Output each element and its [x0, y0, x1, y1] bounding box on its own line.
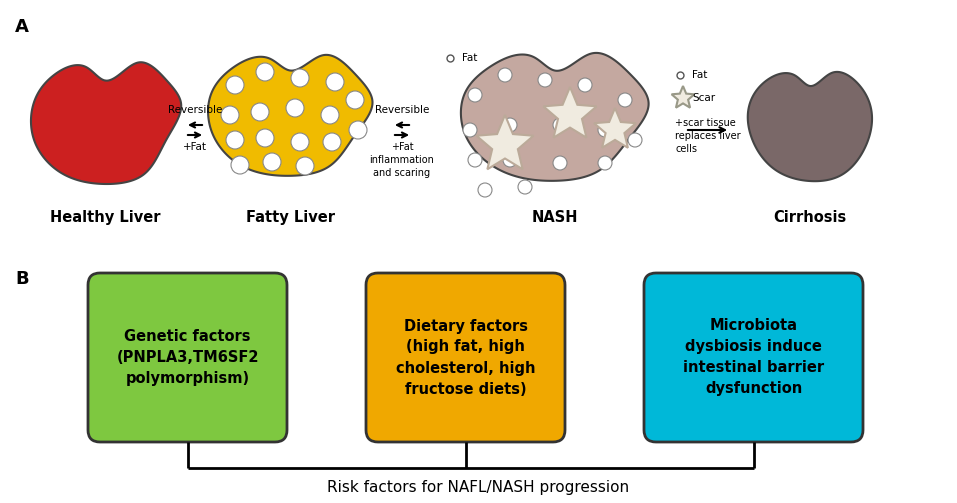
Circle shape	[286, 99, 304, 117]
Text: Healthy Liver: Healthy Liver	[50, 210, 160, 225]
Circle shape	[553, 156, 567, 170]
Circle shape	[346, 91, 364, 109]
Circle shape	[256, 63, 274, 81]
Polygon shape	[594, 108, 635, 148]
Circle shape	[221, 106, 239, 124]
Circle shape	[503, 153, 517, 167]
Circle shape	[518, 180, 532, 194]
Text: Fat: Fat	[462, 53, 478, 63]
Polygon shape	[672, 86, 695, 108]
Text: Fatty Liver: Fatty Liver	[246, 210, 335, 225]
Circle shape	[598, 123, 612, 137]
Circle shape	[578, 78, 592, 92]
Circle shape	[538, 73, 552, 87]
Circle shape	[468, 88, 482, 102]
Text: A: A	[15, 18, 29, 36]
Circle shape	[463, 123, 477, 137]
Circle shape	[291, 69, 309, 87]
Text: Risk factors for NAFL/NASH progression: Risk factors for NAFL/NASH progression	[327, 480, 630, 495]
Circle shape	[256, 129, 274, 147]
Text: Reversible: Reversible	[375, 105, 429, 115]
Text: B: B	[15, 270, 29, 288]
Text: Genetic factors
(PNPLA3,TM6SF2
polymorphism): Genetic factors (PNPLA3,TM6SF2 polymorph…	[116, 329, 258, 386]
Circle shape	[226, 131, 244, 149]
Circle shape	[498, 68, 512, 82]
Polygon shape	[747, 72, 872, 181]
Text: NASH: NASH	[532, 210, 578, 225]
Circle shape	[263, 153, 281, 171]
Circle shape	[251, 103, 269, 121]
Circle shape	[618, 93, 632, 107]
Circle shape	[349, 121, 367, 139]
Text: +scar tissue
replaces liver
cells: +scar tissue replaces liver cells	[675, 118, 741, 154]
Text: Reversible: Reversible	[167, 105, 222, 115]
FancyBboxPatch shape	[88, 273, 287, 442]
Circle shape	[231, 156, 249, 174]
FancyBboxPatch shape	[644, 273, 863, 442]
Circle shape	[323, 133, 341, 151]
Circle shape	[321, 106, 339, 124]
Polygon shape	[544, 87, 596, 138]
Text: Scar: Scar	[692, 93, 715, 103]
Polygon shape	[208, 55, 372, 176]
Polygon shape	[477, 115, 534, 170]
Circle shape	[478, 183, 492, 197]
Circle shape	[468, 153, 482, 167]
FancyBboxPatch shape	[366, 273, 565, 442]
Text: +Fat
inflammation
and scaring: +Fat inflammation and scaring	[369, 142, 434, 179]
Circle shape	[628, 133, 642, 147]
Text: Fat: Fat	[692, 70, 707, 80]
Text: Cirrhosis: Cirrhosis	[773, 210, 847, 225]
Circle shape	[553, 118, 567, 132]
Circle shape	[503, 118, 517, 132]
Circle shape	[296, 157, 314, 175]
Polygon shape	[461, 53, 649, 181]
Circle shape	[226, 76, 244, 94]
Text: Microbiota
dysbiosis induce
intestinal barrier
dysfunction: Microbiota dysbiosis induce intestinal b…	[683, 318, 824, 396]
Circle shape	[598, 156, 612, 170]
Text: +Fat: +Fat	[183, 142, 207, 152]
Circle shape	[326, 73, 344, 91]
Circle shape	[291, 133, 309, 151]
Text: Dietary factors
(high fat, high
cholesterol, high
fructose diets): Dietary factors (high fat, high choleste…	[396, 318, 535, 396]
Polygon shape	[31, 62, 181, 184]
